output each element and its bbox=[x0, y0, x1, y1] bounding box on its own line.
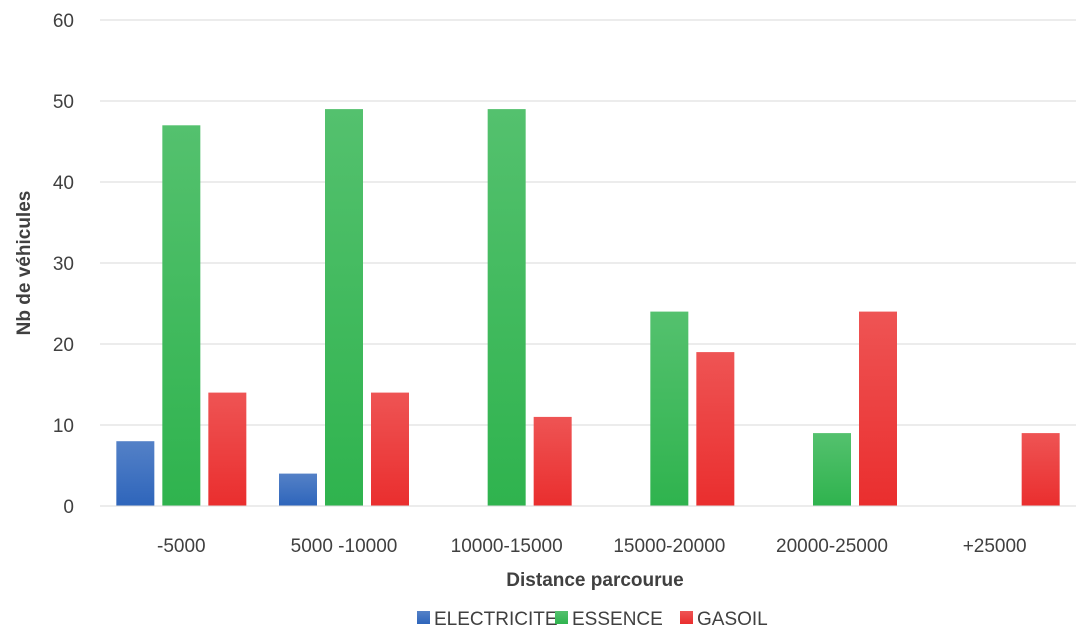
gridlines bbox=[100, 19, 1076, 426]
x-tick-label-25000: +25000 bbox=[963, 536, 1027, 557]
y-tick-label-10: 10 bbox=[53, 416, 74, 437]
legend-label-essence: ESSENCE bbox=[572, 609, 663, 630]
legend-swatch-essence bbox=[555, 611, 568, 624]
legend-swatch-electricite bbox=[417, 611, 430, 624]
x-tick-label-20000-25000: 20000-25000 bbox=[776, 536, 888, 557]
y-tick-label-30: 30 bbox=[53, 254, 74, 275]
y-tick-label-20: 20 bbox=[53, 335, 74, 356]
bar-essence-5000 bbox=[162, 125, 201, 507]
x-axis-title: Distance parcourue bbox=[506, 570, 683, 591]
y-tick-label-60: 60 bbox=[53, 11, 74, 32]
bar-essence-5000-10000 bbox=[325, 109, 363, 506]
legend-item-gasoil: GASOIL bbox=[680, 609, 768, 630]
x-tick-label-10000-15000: 10000-15000 bbox=[451, 536, 563, 557]
bar-gasoil-5000 bbox=[208, 392, 247, 506]
legend-label-gasoil: GASOIL bbox=[697, 609, 768, 630]
x-tick-label-5000: -5000 bbox=[157, 536, 206, 557]
y-tick-label-50: 50 bbox=[53, 92, 74, 113]
bar-electricite-5000-10000 bbox=[279, 473, 317, 506]
bar-essence-15000-20000 bbox=[650, 311, 689, 506]
x-tick-label-5000-10000: 5000 -10000 bbox=[291, 536, 398, 557]
bar-gasoil-25000 bbox=[1021, 433, 1060, 506]
bar-gasoil-15000-20000 bbox=[696, 352, 735, 506]
bar-gasoil-10000-15000 bbox=[533, 416, 572, 506]
legend-label-electricite: ELECTRICITE bbox=[434, 609, 558, 630]
bar-gasoil-5000-10000 bbox=[371, 392, 409, 506]
legend-swatch-gasoil bbox=[680, 611, 693, 624]
bar-gasoil-20000-25000 bbox=[859, 311, 897, 506]
legend: ELECTRICITE ESSENCE GASOIL bbox=[417, 609, 768, 630]
bar-electricite-5000 bbox=[116, 441, 155, 506]
legend-item-essence: ESSENCE bbox=[555, 609, 663, 630]
bars bbox=[116, 109, 1060, 507]
y-tick-label-0: 0 bbox=[63, 497, 74, 518]
x-axis-ticks: -5000 5000 -10000 10000-15000 15000-20000 20… bbox=[157, 536, 1027, 557]
bar-essence-20000-25000 bbox=[813, 433, 851, 506]
legend-item-electricite: ELECTRICITE bbox=[417, 609, 558, 630]
y-tick-label-40: 40 bbox=[53, 173, 74, 194]
y-axis-title: Nb de véhicules bbox=[14, 191, 35, 336]
x-tick-label-15000-20000: 15000-20000 bbox=[613, 536, 725, 557]
y-axis-ticks: 0 10 20 30 40 50 60 bbox=[53, 11, 74, 518]
bar-essence-10000-15000 bbox=[487, 109, 526, 506]
